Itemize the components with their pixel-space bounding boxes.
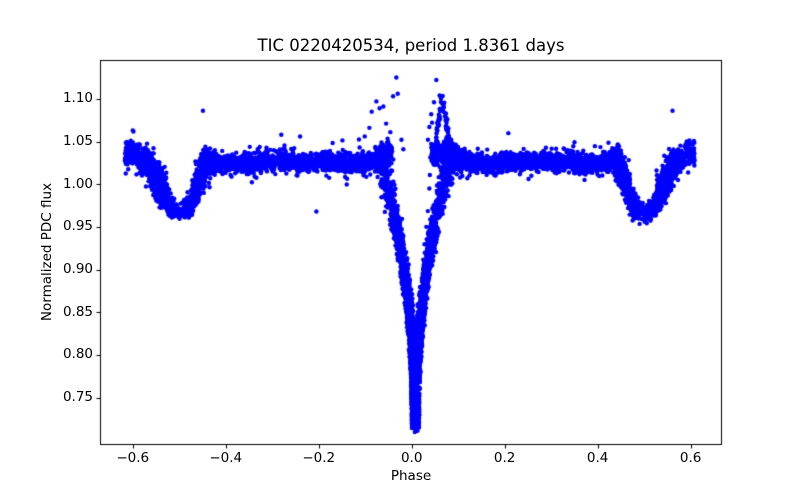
x-tick-label: −0.2 [302,450,336,466]
x-tick-label: 0.6 [679,450,702,466]
y-tick-label: 0.75 [62,389,93,406]
y-tick-label: 1.00 [62,175,93,192]
y-tick-label: 0.95 [62,218,93,235]
chart-title: TIC 0220420534, period 1.8361 days [257,36,565,55]
y-tick-label: 0.90 [62,261,93,278]
x-tick-label: −0.4 [209,450,243,466]
x-axis-label: Phase [390,468,432,484]
x-tick-label: −0.6 [116,450,150,466]
y-tick-label: 1.10 [62,90,93,107]
y-tick-label: 0.80 [62,346,93,363]
y-tick-label: 1.05 [62,133,93,150]
x-tick-label: 0.4 [586,450,609,466]
y-tick-label: 0.85 [62,303,93,320]
y-axis-label: Normalized PDC flux [39,182,55,322]
x-tick-label: 0.0 [400,450,423,466]
x-tick-label: 0.2 [493,450,516,466]
